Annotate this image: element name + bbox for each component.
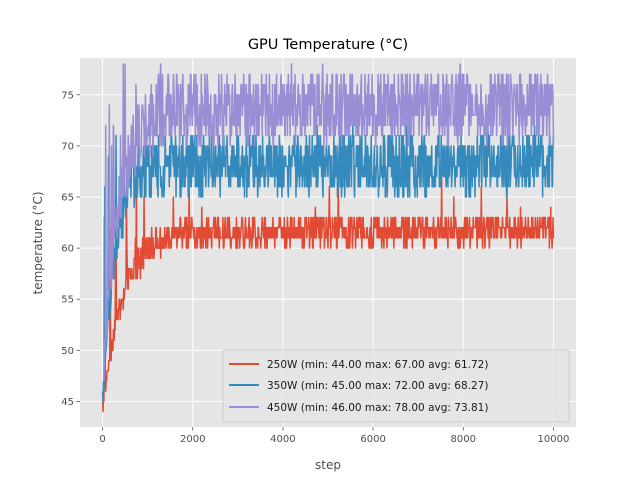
x-axis-label: step <box>315 458 341 472</box>
y-tick-label: 65 <box>61 193 74 204</box>
x-tick-label: 6000 <box>360 434 385 445</box>
y-tick-label: 45 <box>61 397 74 408</box>
y-tick-label: 55 <box>61 295 74 306</box>
series-line-350w <box>101 124 555 403</box>
x-tick-label: 4000 <box>270 434 295 445</box>
legend-label-450w: 450W (min: 46.00 max: 78.00 avg: 73.81) <box>267 402 488 414</box>
legend-label-250w: 250W (min: 44.00 max: 67.00 avg: 61.72) <box>267 359 488 371</box>
y-tick-label: 75 <box>61 90 74 101</box>
y-axis-label: temperature (°C) <box>31 192 45 295</box>
x-tick-label: 0 <box>99 434 105 445</box>
axis-ticks: 0 2000 4000 6000 8000 10000 45 50 55 60 65 70 75 <box>61 90 569 445</box>
x-tick-label: 2000 <box>180 434 205 445</box>
legend-label-350w: 350W (min: 45.00 max: 72.00 avg: 68.27) <box>267 380 488 392</box>
series-line-250w <box>101 175 555 413</box>
legend: 250W (min: 44.00 max: 67.00 avg: 61.72) … <box>222 349 570 423</box>
x-tick-label: 10000 <box>538 434 570 445</box>
series-lines <box>101 63 555 413</box>
y-tick-label: 50 <box>61 346 74 357</box>
x-tick-label: 8000 <box>451 434 476 445</box>
y-tick-label: 60 <box>61 244 74 255</box>
legend-box <box>222 349 570 423</box>
chart-title: GPU Temperature (°C) <box>248 37 408 53</box>
series-line-450w <box>102 63 555 382</box>
y-tick-label: 70 <box>61 141 74 152</box>
